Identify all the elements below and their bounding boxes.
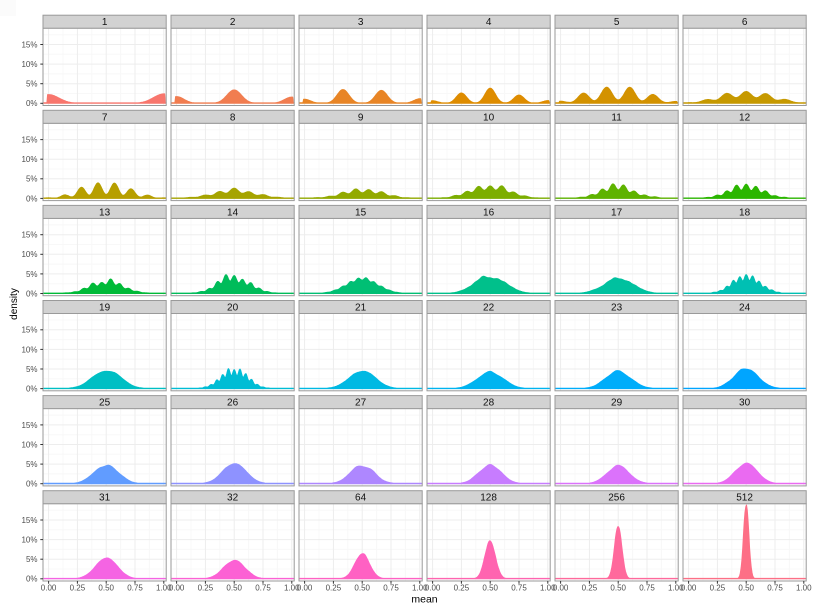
- svg-text:0.25: 0.25: [326, 584, 342, 593]
- svg-text:1.00: 1.00: [156, 584, 172, 593]
- svg-text:10%: 10%: [21, 440, 37, 449]
- svg-text:0.75: 0.75: [127, 584, 143, 593]
- svg-text:15%: 15%: [21, 516, 37, 525]
- svg-text:0.00: 0.00: [297, 584, 313, 593]
- svg-text:0.75: 0.75: [511, 584, 527, 593]
- svg-text:30: 30: [739, 398, 751, 409]
- svg-text:512: 512: [736, 493, 753, 504]
- svg-text:0.00: 0.00: [169, 584, 185, 593]
- svg-text:32: 32: [227, 493, 239, 504]
- svg-text:0%: 0%: [26, 194, 38, 203]
- svg-text:17: 17: [611, 207, 623, 218]
- svg-text:1.00: 1.00: [540, 584, 556, 593]
- svg-text:29: 29: [611, 398, 623, 409]
- svg-text:15%: 15%: [21, 40, 37, 49]
- svg-text:1.00: 1.00: [412, 584, 428, 593]
- svg-text:5%: 5%: [26, 270, 38, 279]
- svg-text:0.25: 0.25: [70, 584, 86, 593]
- svg-text:27: 27: [355, 398, 367, 409]
- svg-text:1.00: 1.00: [796, 584, 812, 593]
- svg-text:10: 10: [483, 112, 495, 123]
- svg-text:mean: mean: [411, 594, 437, 606]
- svg-text:256: 256: [608, 493, 625, 504]
- svg-text:0.25: 0.25: [710, 584, 726, 593]
- svg-text:0.25: 0.25: [454, 584, 470, 593]
- svg-text:5%: 5%: [26, 365, 38, 374]
- svg-text:0.75: 0.75: [639, 584, 655, 593]
- svg-text:0.50: 0.50: [738, 584, 754, 593]
- svg-text:5%: 5%: [26, 175, 38, 184]
- svg-text:0.50: 0.50: [482, 584, 498, 593]
- svg-text:10%: 10%: [21, 155, 37, 164]
- svg-text:18: 18: [739, 207, 751, 218]
- svg-text:23: 23: [611, 303, 623, 314]
- svg-text:0.25: 0.25: [582, 584, 598, 593]
- svg-text:15%: 15%: [21, 231, 37, 240]
- svg-text:0.00: 0.00: [681, 584, 697, 593]
- svg-text:10%: 10%: [21, 536, 37, 545]
- svg-text:0.50: 0.50: [98, 584, 114, 593]
- svg-text:5%: 5%: [26, 80, 38, 89]
- svg-text:10%: 10%: [21, 250, 37, 259]
- svg-text:13: 13: [99, 207, 111, 218]
- svg-text:24: 24: [739, 303, 751, 314]
- svg-text:density: density: [9, 288, 20, 320]
- svg-text:4: 4: [486, 17, 492, 28]
- svg-text:0.75: 0.75: [767, 584, 783, 593]
- svg-text:15%: 15%: [21, 326, 37, 335]
- svg-text:0.00: 0.00: [41, 584, 57, 593]
- svg-text:28: 28: [483, 398, 495, 409]
- svg-text:0%: 0%: [26, 289, 38, 298]
- svg-text:1.00: 1.00: [284, 584, 300, 593]
- svg-text:0%: 0%: [26, 575, 38, 584]
- svg-text:25: 25: [99, 398, 111, 409]
- svg-text:16: 16: [483, 207, 495, 218]
- svg-text:15: 15: [355, 207, 367, 218]
- svg-text:0.75: 0.75: [383, 584, 399, 593]
- svg-text:5: 5: [614, 17, 620, 28]
- svg-text:20: 20: [227, 303, 239, 314]
- svg-text:0%: 0%: [26, 99, 38, 108]
- svg-text:3: 3: [358, 17, 364, 28]
- svg-text:0%: 0%: [26, 385, 38, 394]
- svg-text:1: 1: [102, 17, 108, 28]
- svg-text:0.50: 0.50: [354, 584, 370, 593]
- svg-text:26: 26: [227, 398, 239, 409]
- svg-text:64: 64: [355, 493, 367, 504]
- svg-text:9: 9: [358, 112, 364, 123]
- svg-text:1.00: 1.00: [668, 584, 684, 593]
- svg-text:21: 21: [355, 303, 367, 314]
- svg-text:8: 8: [230, 112, 236, 123]
- svg-text:5%: 5%: [26, 555, 38, 564]
- svg-text:0.50: 0.50: [610, 584, 626, 593]
- svg-text:128: 128: [480, 493, 497, 504]
- svg-text:19: 19: [99, 303, 111, 314]
- svg-text:10%: 10%: [21, 60, 37, 69]
- svg-text:7: 7: [102, 112, 108, 123]
- svg-text:15%: 15%: [21, 421, 37, 430]
- svg-text:6: 6: [742, 17, 748, 28]
- svg-text:2: 2: [230, 17, 236, 28]
- svg-text:15%: 15%: [21, 136, 37, 145]
- svg-text:31: 31: [99, 493, 111, 504]
- svg-text:12: 12: [739, 112, 751, 123]
- svg-text:0.00: 0.00: [425, 584, 441, 593]
- svg-text:0.25: 0.25: [198, 584, 214, 593]
- svg-text:10%: 10%: [21, 345, 37, 354]
- svg-text:0.50: 0.50: [226, 584, 242, 593]
- svg-text:0.75: 0.75: [255, 584, 271, 593]
- svg-text:22: 22: [483, 303, 495, 314]
- svg-text:5%: 5%: [26, 460, 38, 469]
- svg-text:14: 14: [227, 207, 239, 218]
- svg-text:0.00: 0.00: [553, 584, 569, 593]
- svg-text:0%: 0%: [26, 480, 38, 489]
- svg-text:11: 11: [611, 112, 622, 123]
